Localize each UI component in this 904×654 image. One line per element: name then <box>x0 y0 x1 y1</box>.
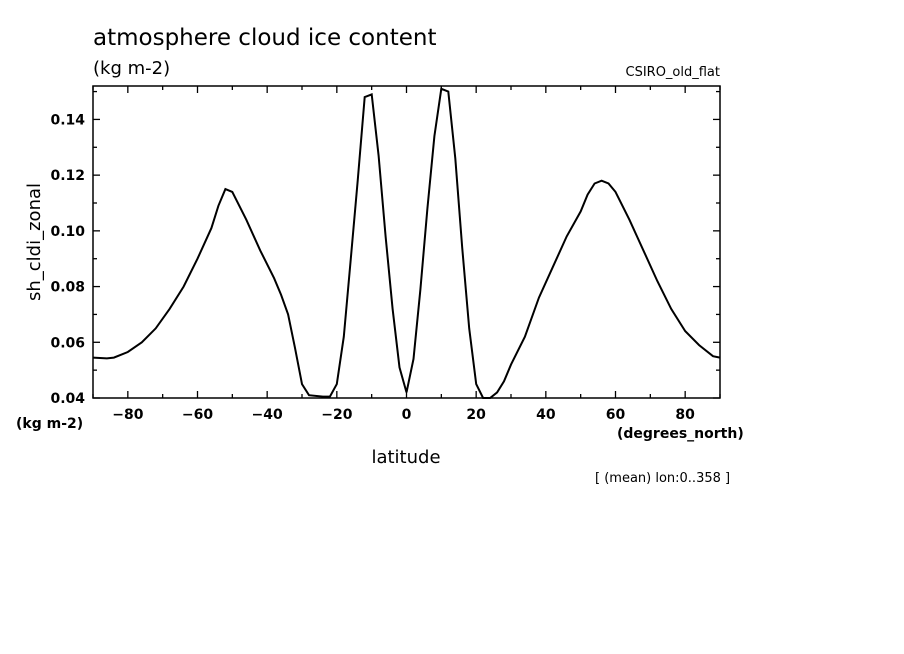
y-tick-label: 0.08 <box>50 280 85 296</box>
x-tick-label: 0 <box>402 407 412 423</box>
chart-title: atmosphere cloud ice content <box>93 25 436 51</box>
plot-frame <box>92 85 721 399</box>
series-line <box>92 87 721 399</box>
x-tick-label: 40 <box>536 407 556 423</box>
x-units-label: (degrees_north) <box>617 426 744 442</box>
x-axis-label: latitude <box>371 447 440 468</box>
chart-subtitle: (kg m-2) <box>93 58 170 79</box>
footnote: [ (mean) lon:0..358 ] <box>595 471 730 486</box>
y-tick-label: 0.06 <box>50 335 85 351</box>
x-tick-label: −20 <box>321 407 352 423</box>
x-tick-label: 20 <box>466 407 486 423</box>
y-tick-label: 0.10 <box>50 224 85 240</box>
y-tick-label: 0.14 <box>50 112 85 128</box>
y-tick-label: 0.04 <box>50 391 85 407</box>
y-tick-label: 0.12 <box>50 168 85 184</box>
x-tick-label: −60 <box>182 407 213 423</box>
model-label: CSIRO_old_flat <box>626 65 721 80</box>
x-tick-label: −40 <box>252 407 283 423</box>
y-units-label: (kg m-2) <box>16 416 83 432</box>
axes: −80 −60 −40 −20 0 20 40 60 80 0.04 0.06 0.08 0.10 0.1… <box>50 86 721 423</box>
x-tick-label: −80 <box>112 407 143 423</box>
x-tick-label: 80 <box>675 407 695 423</box>
x-tick-label: 60 <box>606 407 626 423</box>
y-axis-label: sh_cldi_zonal <box>24 183 45 301</box>
